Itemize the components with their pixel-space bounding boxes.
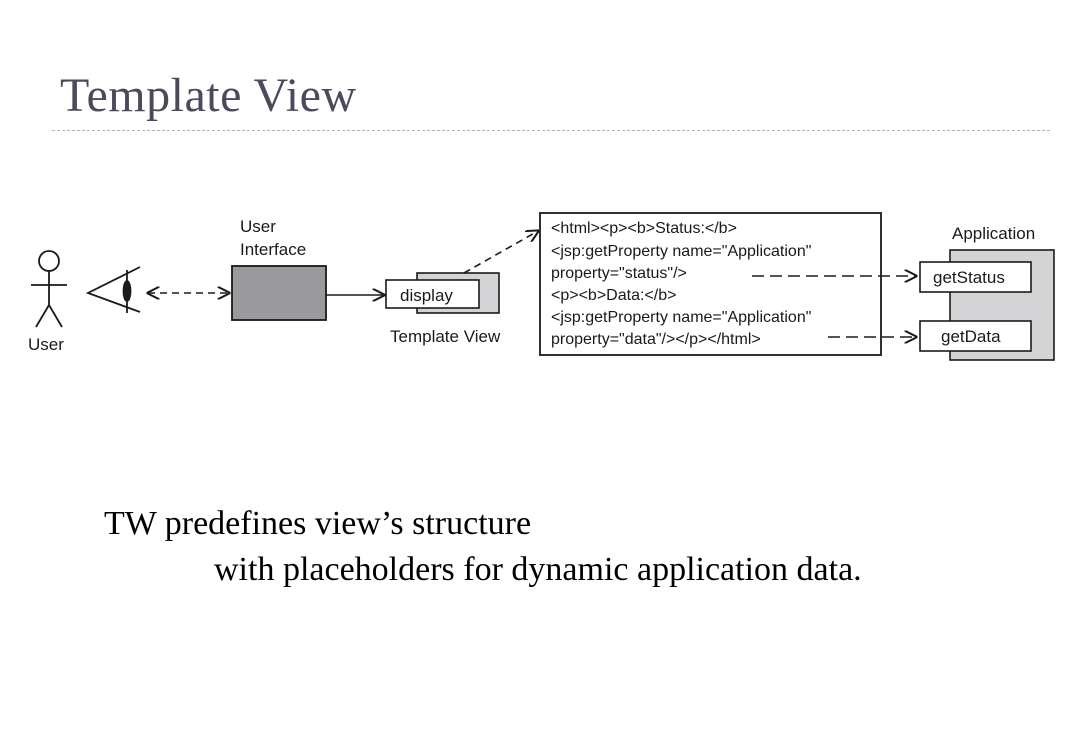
template-to-code-arrow [463,231,538,274]
ui-label-line1: User [240,217,276,236]
get-status-label: getStatus [933,268,1005,287]
user-interface-box [231,265,327,321]
template-code-box [539,212,882,356]
code-line: <jsp:getProperty name="Application" [551,309,811,326]
eye-icon [85,266,141,313]
caption-line-2: with placeholders for dynamic applicatio… [214,551,862,588]
get-status-box [919,261,1032,293]
get-data-label: getData [941,327,1001,346]
user-label: User [28,335,64,354]
get-data-box [919,320,1032,352]
code-line: <jsp:getProperty name="Application" [551,243,811,260]
display-box [385,279,480,309]
caption-line-1: TW predefines view’s structure [104,505,532,542]
template-view-label: Template View [390,327,501,346]
slide-title: Template View [60,69,357,122]
code-line: <html><p><b>Status:</b> [551,220,737,237]
code-line: <p><b>Data:</b> [551,287,676,304]
code-line: property="status"/> [551,265,687,282]
display-label: display [400,286,453,305]
code-line: property="data"/></p></html> [551,331,761,348]
template-code-lines: <html><p><b>Status:</b> <jsp:getProperty… [551,220,811,348]
application-label: Application [952,224,1035,243]
title-divider [52,130,1050,131]
user-actor-icon [31,250,67,328]
ui-label-line2: Interface [240,240,306,259]
